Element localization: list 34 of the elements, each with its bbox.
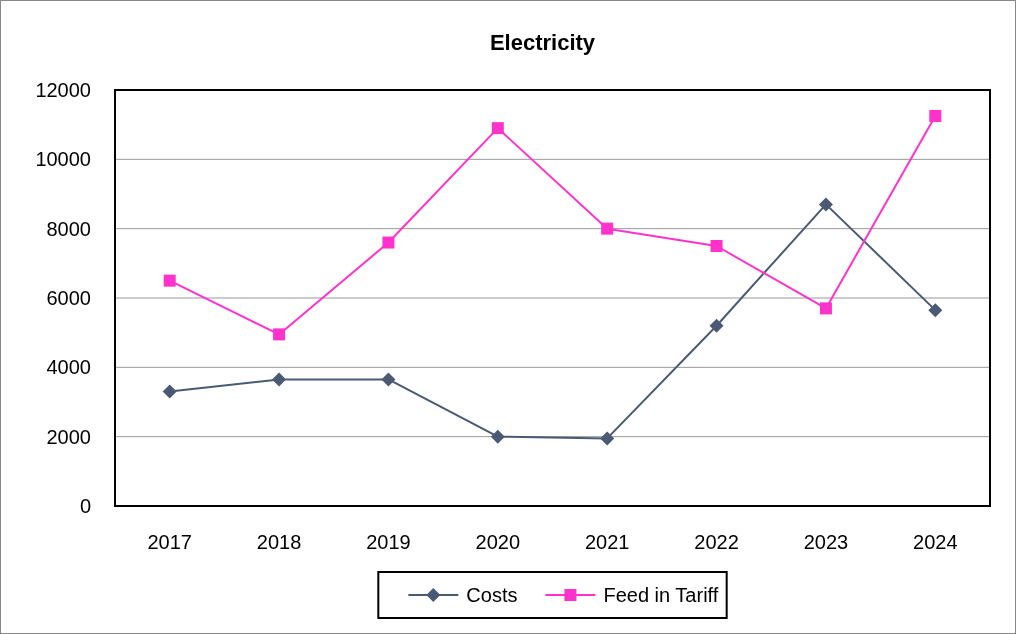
x-tick-label: 2020 [475,531,521,553]
point [381,372,396,387]
point [929,110,942,122]
y-tick-label: 6000 [46,287,91,309]
point [272,372,287,387]
x-tick-label: 2021 [584,531,630,553]
point [382,236,395,249]
x-tick-label: 2022 [694,531,739,553]
legend-label: Costs [466,584,518,606]
point [928,303,943,318]
y-tick-label: 12000 [35,79,91,101]
chart-title: Electricity [489,30,596,55]
point [163,274,176,287]
y-tick-label: 0 [79,495,91,517]
x-tick-label: 2018 [256,531,302,553]
legend-label: Feed in Tariff [603,584,719,606]
point [710,240,723,252]
point [491,122,504,135]
y-tick-label: 2000 [46,425,91,448]
point [709,318,724,333]
point [600,431,615,446]
point [162,384,177,399]
y-tick-label: 10000 [35,148,91,171]
y-tick-label: 4000 [46,356,91,379]
x-tick-label: 2017 [147,531,192,553]
point [490,429,505,444]
x-tick-label: 2024 [913,531,958,553]
point [601,222,614,235]
point [273,328,286,341]
x-tick-label: 2019 [366,531,411,553]
y-tick-label: 8000 [46,217,91,240]
point [819,302,832,315]
point [818,197,833,212]
x-tick-label: 2023 [803,531,849,553]
